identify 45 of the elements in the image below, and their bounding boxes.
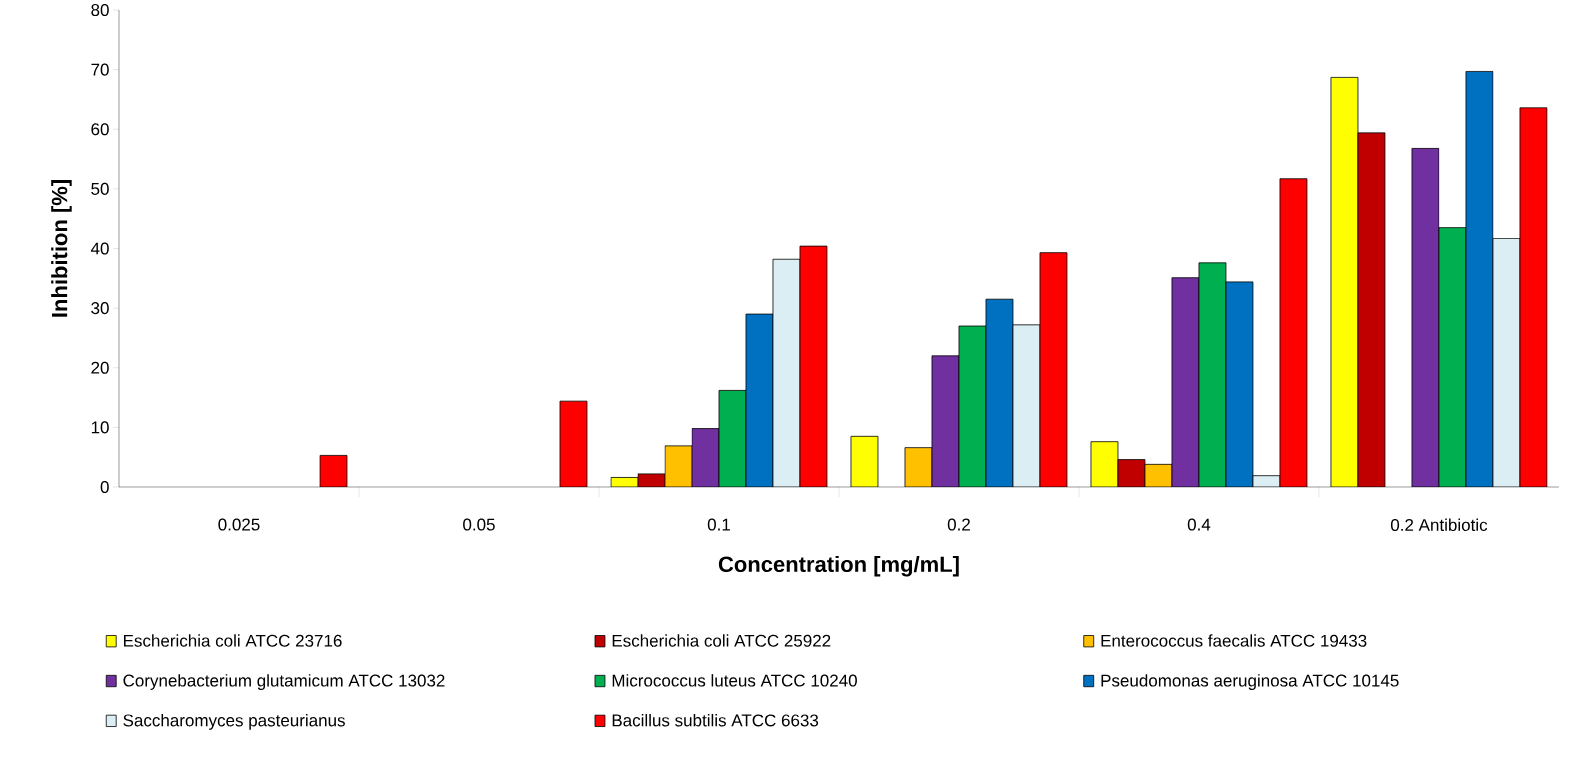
y-tick-label: 60 — [91, 123, 109, 136]
x-tick-label: 0.1 — [707, 518, 730, 531]
bar — [1357, 132, 1386, 487]
x-tick-label: 0.4 — [1187, 518, 1211, 531]
bar — [1225, 281, 1254, 487]
bar — [1039, 252, 1068, 487]
y-tick-label: 80 — [91, 3, 109, 17]
y-tick-label: 30 — [91, 302, 109, 315]
bar — [718, 390, 747, 487]
bar — [1330, 76, 1359, 487]
legend-label: Corynebacterium glutamicum ATCC 13032 — [123, 674, 445, 690]
bar — [1438, 227, 1467, 487]
y-tick-label: 10 — [91, 421, 109, 434]
bar — [1465, 71, 1494, 487]
bar — [772, 258, 801, 487]
legend-label: Micrococcus luteus ATCC 10240 — [612, 674, 857, 687]
bar — [1279, 178, 1308, 487]
legend-label: Enterococcus faecalis ATCC 19433 — [1101, 634, 1367, 647]
bar — [850, 435, 879, 487]
bar — [745, 313, 774, 487]
legend-label: Bacillus subtilis ATCC 6633 — [612, 713, 819, 727]
bar — [799, 245, 828, 487]
y-tick-label: 0 — [100, 480, 109, 494]
x-tick-label: 0.025 — [218, 518, 260, 531]
y-tick-label: 50 — [91, 182, 109, 195]
bar — [1012, 324, 1041, 487]
y-tick-label: 70 — [91, 63, 109, 76]
bar — [1519, 107, 1548, 487]
legend-label: Pseudomonas aeruginosa ATCC 10145 — [1101, 674, 1399, 690]
x-axis-title: Concentration [mg/mL] — [718, 555, 959, 577]
x-tick-label: 0.2 Antibiotic — [1390, 518, 1488, 532]
y-tick-label: 40 — [90, 242, 109, 255]
x-tick-label: 0.2 — [947, 518, 970, 531]
bar — [559, 400, 588, 487]
legend-label: Saccharomyces pasteurianus — [123, 713, 345, 730]
bar — [1090, 441, 1119, 487]
bar — [1492, 237, 1521, 487]
bar — [985, 298, 1014, 487]
bar — [1198, 262, 1227, 487]
legend-label: Escherichia coli ATCC 23716 — [123, 634, 342, 647]
legend-label: Escherichia coli ATCC 25922 — [612, 634, 831, 647]
x-tick-label: 0.05 — [463, 518, 495, 531]
y-tick-label: 20 — [91, 361, 109, 374]
y-axis-title: Inhibition [%] — [51, 180, 72, 317]
bar — [958, 325, 987, 487]
